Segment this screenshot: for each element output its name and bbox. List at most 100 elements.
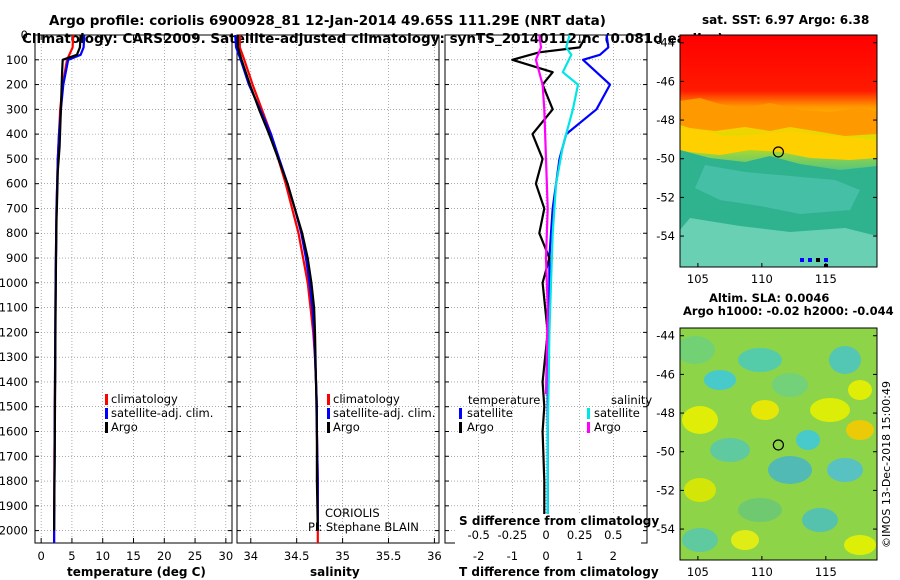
- salinity-panel: 34 34.5 35 35.5 36 climatologysatellite-adj. …: [234, 34, 442, 563]
- sst-xtick-label-115: 115: [815, 272, 837, 286]
- salinity-grid: [237, 34, 439, 543]
- depth-tick-label-900: 900: [6, 251, 28, 265]
- sla-map-frame: [679, 327, 878, 561]
- salinity-legend-label-1: satellite-adj. clim.: [333, 406, 435, 420]
- depth-tick-label-800: 800: [6, 226, 28, 240]
- difference-series-salinity-argo: [534, 34, 549, 395]
- temperature-xtick-label-5: 5: [68, 549, 75, 563]
- sla-ytick-label--46: -46: [656, 367, 675, 381]
- sla-texture-blob: [829, 346, 861, 374]
- temperature-xtick-label-10: 10: [95, 549, 110, 563]
- sst-map: [680, 35, 877, 267]
- sst-ytick-label--52: -52: [656, 190, 675, 204]
- diff-legend-left-label-0: satellite: [467, 406, 513, 420]
- temperature-xtick-label-15: 15: [126, 549, 141, 563]
- temperature-legend-swatch: [105, 408, 108, 419]
- credit-institution: CORIOLIS: [325, 506, 380, 520]
- sla-texture-blob: [796, 430, 820, 450]
- sst-map-axes: -44 -46 -48 -50 -52 -54 105 110 115: [656, 36, 877, 286]
- sst-argo-marker: [772, 146, 784, 158]
- diff-legend-right-label-1: Argo: [594, 420, 621, 434]
- diff-legend-salinity-title: salinity: [611, 393, 652, 407]
- sst-xtick-label-105: 105: [687, 272, 709, 286]
- sla-texture-blob: [710, 438, 750, 462]
- sla-texture-blob: [704, 370, 736, 390]
- sla-ytick-label--50: -50: [656, 445, 675, 459]
- header-line1: Argo profile: coriolis 6900928_81 12-Jan…: [49, 13, 606, 29]
- sla-texture-blob: [848, 380, 872, 400]
- difference-series-salinity-satellite: [546, 34, 580, 531]
- sla-texture-blob: [844, 535, 876, 555]
- sla-map: [680, 328, 877, 560]
- sla-texture-blob: [802, 508, 838, 532]
- sst-ytick-label--48: -48: [656, 113, 675, 127]
- depth-tick-label-1700: 1700: [0, 449, 28, 463]
- sla-texture-blob: [738, 348, 782, 372]
- salinity-legend-swatch: [327, 422, 330, 433]
- sla-ytick-label--54: -54: [656, 522, 675, 536]
- salinity-legend-label-0: climatology: [333, 392, 400, 406]
- temperature-legend-label-0: climatology: [111, 392, 178, 406]
- s-tick-label-0.25: 0.25: [567, 528, 593, 542]
- salinity-frame: [236, 34, 440, 544]
- temperature-grid: [35, 34, 232, 543]
- diff-legend-right-swatch: [587, 422, 590, 433]
- difference-xtick-label-1: 1: [576, 549, 583, 563]
- depth-tick-label-1300: 1300: [0, 350, 28, 364]
- temperature-xtick-label-25: 25: [188, 549, 203, 563]
- depth-tick-label-0: 0: [21, 28, 28, 42]
- watermark: ©IMOS 13-Dec-2018 15:00:49: [880, 381, 893, 548]
- s-tick-label--0.25: -0.25: [497, 528, 527, 542]
- difference-xtick-label-0: 0: [542, 549, 549, 563]
- diff-legend-left-swatch: [459, 408, 462, 419]
- salinity-legend-swatch: [327, 408, 330, 419]
- sst-ytick-label--46: -46: [656, 74, 675, 88]
- depth-tick-label-1500: 1500: [0, 400, 28, 414]
- depth-tick-label-1800: 1800: [0, 474, 28, 488]
- sla-texture-blob: [768, 456, 812, 484]
- salinity-series-climatology: [238, 35, 319, 543]
- depth-tick-label-600: 600: [6, 177, 28, 191]
- sla-map-axes: -44 -46 -48 -50 -52 -54 105 110 115: [656, 329, 877, 579]
- sla-texture-blob: [751, 400, 779, 420]
- sla-ytick-label--52: -52: [656, 483, 675, 497]
- depth-tick-label-1400: 1400: [0, 375, 28, 389]
- depth-tick-label-400: 400: [6, 127, 28, 141]
- difference-xlabel: T difference from climatology: [459, 565, 659, 579]
- salinity-legend-label-2: Argo: [333, 420, 360, 434]
- s-tick-label--0.5: -0.5: [467, 528, 489, 542]
- sla-xtick-label-105: 105: [687, 565, 709, 579]
- sla-ytick-label--48: -48: [656, 406, 675, 420]
- sst-map-title: sat. SST: 6.97 Argo: 6.38: [702, 13, 869, 27]
- sla-texture-blob: [680, 336, 715, 364]
- salinity-xtick-label-34.5: 34.5: [284, 549, 310, 563]
- sst-map-frame: [679, 34, 878, 268]
- header-line2: Climatology: CARS2009. Satellite-adjuste…: [22, 31, 724, 47]
- temperature-legend-label-2: Argo: [111, 420, 138, 434]
- sst-ytick-label--50: -50: [656, 152, 675, 166]
- salinity-series-argo: [236, 35, 319, 531]
- temperature-series-argo: [52, 34, 82, 531]
- sst-ytick-label--54: -54: [656, 229, 675, 243]
- salinity-xtick-label-34: 34: [243, 549, 258, 563]
- salinity-xtick-label-36: 36: [427, 549, 442, 563]
- s-diff-label-bg: [455, 514, 641, 544]
- depth-axis-labels: 0 100 200 300 400 500 600 700 800 900 1000 1100 1200…: [0, 28, 28, 538]
- s-tick-label-0.5: 0.5: [604, 528, 622, 542]
- temperature-series-climatology: [52, 34, 75, 543]
- difference-xtick-label-2: 2: [610, 549, 617, 563]
- difference-xtick-label--2: -2: [473, 549, 484, 563]
- s-difference-label: S difference from climatology: [459, 514, 659, 528]
- sla-map-title1: Altim. SLA: 0.0046: [709, 291, 829, 305]
- diff-legend-right-label-0: satellite: [594, 406, 640, 420]
- difference-series-temperature-argo: [511, 34, 588, 531]
- depth-tick-label-1200: 1200: [0, 325, 28, 339]
- depth-tick-label-100: 100: [6, 53, 28, 67]
- s-difference-ticks: -0.5 -0.25 0 0.25 0.5: [467, 528, 622, 542]
- sla-texture-blob: [682, 406, 718, 434]
- sla-texture-blob: [772, 373, 808, 397]
- temperature-xtick-label-30: 30: [219, 549, 234, 563]
- depth-tick-label-1000: 1000: [0, 276, 28, 290]
